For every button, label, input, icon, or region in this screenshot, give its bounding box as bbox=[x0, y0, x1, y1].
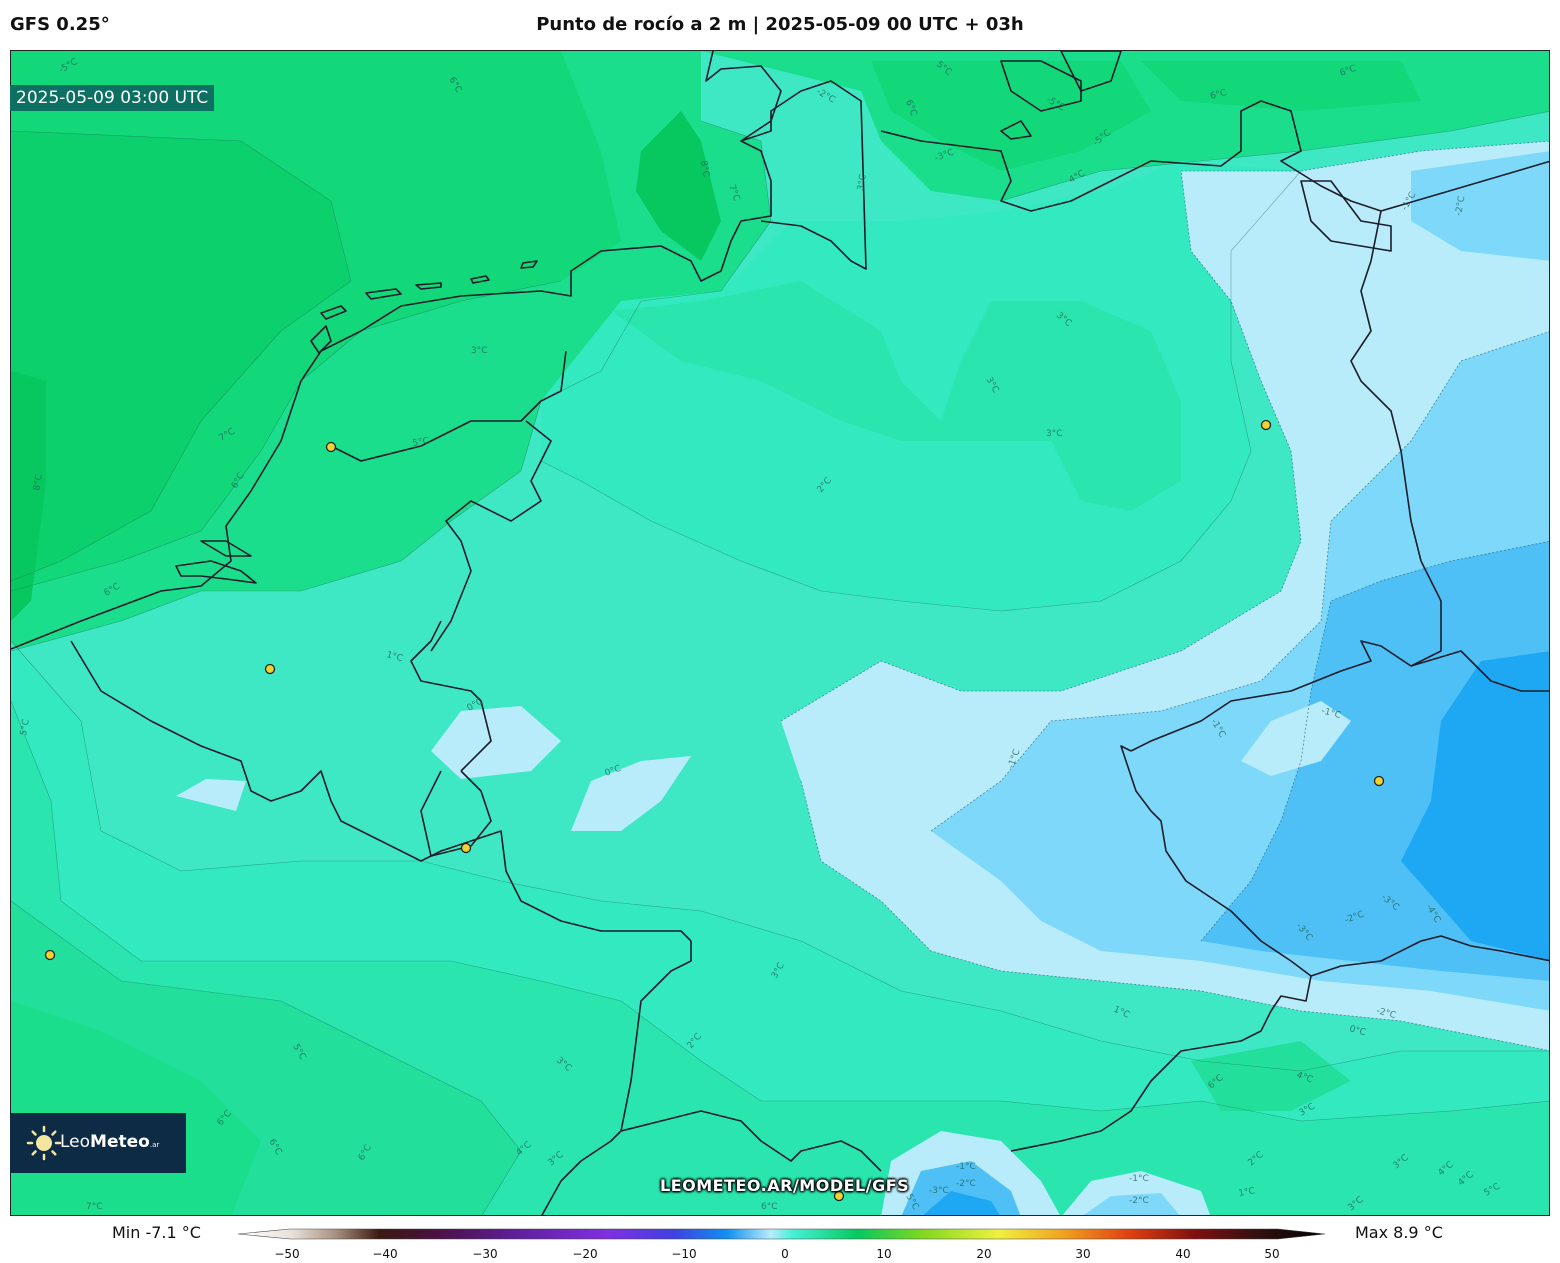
contour-label: 3°C bbox=[471, 346, 488, 356]
contour-label: -2°C bbox=[1375, 1006, 1397, 1021]
island-rugen bbox=[1300, 180, 1392, 252]
contour-label: -1°C bbox=[1129, 1174, 1149, 1184]
colorbar-tick: −10 bbox=[671, 1247, 696, 1261]
border-czech-south bbox=[1310, 935, 1549, 977]
colorbar-tick: −50 bbox=[274, 1247, 299, 1261]
contour-label: 0°C bbox=[1348, 1024, 1367, 1038]
contour-label: 8°C bbox=[698, 160, 711, 178]
island-3 bbox=[1000, 120, 1032, 140]
map-frame[interactable]: -5°C 6°C -2°C 6°C 5°C -5°C 6°C 8°C 7°C 3… bbox=[10, 50, 1550, 1216]
band-m1c-pocket bbox=[1241, 701, 1351, 776]
contour-label: -2°C bbox=[1129, 1196, 1149, 1206]
island-wadden-2 bbox=[365, 288, 402, 300]
contour-label: 1°C bbox=[1238, 1186, 1256, 1199]
contour-label: -2°C bbox=[1454, 195, 1467, 216]
contour-label: 6°C bbox=[761, 1202, 778, 1212]
band-8c-sea bbox=[11, 131, 351, 581]
logo-name-bold: Meteo bbox=[90, 1132, 150, 1152]
contour-label: 1°C bbox=[385, 650, 404, 664]
colorbar-gradient bbox=[237, 1228, 1326, 1240]
city-markers bbox=[44, 419, 1385, 1202]
contour-label: 3°C bbox=[856, 174, 869, 192]
city-marker bbox=[325, 441, 337, 453]
band-3c-north-central bbox=[611, 281, 1181, 511]
island-wadden-1 bbox=[320, 305, 347, 320]
island-texel bbox=[310, 325, 332, 354]
coast-baltic bbox=[880, 100, 1549, 212]
coastline-north-sea bbox=[11, 51, 782, 650]
colorbar-tick: −30 bbox=[472, 1247, 497, 1261]
border-netherlands bbox=[330, 350, 567, 462]
contour-label: 5°C bbox=[412, 436, 430, 449]
logo-text: LeoMeteo.ar bbox=[60, 1132, 159, 1152]
band-m1c-west-3 bbox=[176, 779, 246, 811]
contour-label: 6°C bbox=[1209, 88, 1228, 102]
colorbar-tick: 40 bbox=[1175, 1247, 1190, 1261]
dewpoint-map: -5°C 6°C -2°C 6°C 5°C -5°C 6°C 8°C 7°C 3… bbox=[11, 51, 1549, 1215]
band-m1c-west-1 bbox=[431, 706, 561, 779]
logo-name: Leo bbox=[60, 1132, 91, 1152]
contour-label: 8°C bbox=[32, 474, 45, 492]
border-france-south bbox=[620, 941, 882, 1172]
colorbar-tick: −20 bbox=[572, 1247, 597, 1261]
border-denmark bbox=[740, 80, 867, 270]
border-czech-north bbox=[1130, 640, 1549, 752]
zeeland-islands bbox=[175, 560, 257, 584]
band-8c-north-patch bbox=[636, 111, 721, 261]
band-m2c-south-pocket-2 bbox=[1083, 1193, 1180, 1215]
band-m3c-south-pocket bbox=[923, 1191, 1000, 1215]
contour-label: 5°C bbox=[19, 719, 32, 737]
contour-label: -2°C bbox=[956, 1179, 976, 1189]
colorbar-tick: −40 bbox=[372, 1247, 397, 1261]
sun-icon bbox=[26, 1125, 62, 1161]
island-2 bbox=[1060, 51, 1122, 92]
band-6c-baltic-east bbox=[1141, 61, 1421, 111]
border-germany-poland bbox=[1350, 210, 1442, 667]
colorbar: −50 −40 −30 −20 −10 0 10 20 30 40 50 bbox=[237, 1228, 1326, 1261]
colorbar-tick: 20 bbox=[976, 1247, 991, 1261]
island-1 bbox=[1000, 60, 1082, 112]
band-4c-south-east bbox=[1191, 1041, 1351, 1111]
border-luxembourg bbox=[420, 770, 492, 857]
city-marker bbox=[460, 842, 472, 854]
leometeo-logo[interactable]: LeoMeteo.ar bbox=[10, 1113, 186, 1173]
contour-label: -1°C bbox=[1320, 706, 1342, 721]
zeeland-islands-2 bbox=[200, 540, 252, 557]
contour-label: 3°C bbox=[1046, 429, 1063, 439]
island-wadden-3 bbox=[415, 282, 442, 290]
colorbar-min-label: Min -7.1 °C bbox=[112, 1223, 201, 1242]
model-label: GFS 0.25° bbox=[10, 14, 110, 35]
colorbar-ticks: −50 −40 −30 −20 −10 0 10 20 30 40 50 bbox=[274, 1247, 1279, 1261]
border-belgium bbox=[70, 640, 692, 942]
colorbar-tick: 0 bbox=[781, 1247, 789, 1261]
border-france-germany bbox=[410, 620, 492, 772]
valid-time-label: 2025-05-09 03:00 UTC bbox=[10, 85, 215, 111]
band-m2c-northeast bbox=[1411, 151, 1549, 261]
logo-suffix: .ar bbox=[149, 1141, 160, 1149]
watermark-url: LEOMETEO.AR/MODEL/GFS bbox=[660, 1176, 910, 1195]
band-m1c-west-2 bbox=[571, 756, 691, 831]
map-title: Punto de rocío a 2 m | 2025-05-09 00 UTC… bbox=[536, 14, 1024, 35]
border-germany-west bbox=[430, 420, 552, 652]
colorbar-tick: 10 bbox=[876, 1247, 891, 1261]
city-marker bbox=[1260, 419, 1272, 431]
band-8c-west-core bbox=[11, 371, 46, 621]
contour-label: -3°C bbox=[929, 1186, 949, 1196]
contour-label: 7°C bbox=[86, 1202, 103, 1212]
city-marker bbox=[44, 949, 56, 961]
city-marker bbox=[833, 1190, 845, 1202]
band-m1c-south-pocket-2 bbox=[1062, 1171, 1211, 1215]
colorbar-tick: 50 bbox=[1264, 1247, 1279, 1261]
island-wadden-5 bbox=[520, 260, 538, 269]
contour-label: -1°C bbox=[956, 1162, 976, 1172]
border-switzerland bbox=[541, 1130, 622, 1215]
band-m4c-east bbox=[1401, 651, 1549, 961]
city-marker bbox=[1373, 775, 1385, 787]
island-wadden-4 bbox=[470, 275, 490, 284]
colorbar-tick: 30 bbox=[1075, 1247, 1090, 1261]
city-marker bbox=[264, 663, 276, 675]
colorbar-max-label: Max 8.9 °C bbox=[1355, 1223, 1443, 1242]
